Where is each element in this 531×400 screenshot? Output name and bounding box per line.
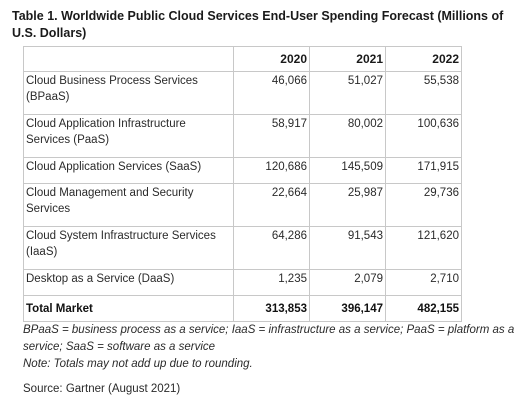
row-label: Cloud Application Services (SaaS) bbox=[23, 157, 234, 184]
value-2022: 55,538 bbox=[385, 71, 462, 115]
value-2022: 100,636 bbox=[385, 114, 462, 158]
table-row: Cloud Business Process Services (BPaaS) … bbox=[23, 71, 462, 115]
row-label: Cloud Management and Security Services bbox=[23, 183, 234, 227]
table-row: Desktop as a Service (DaaS) 1,235 2,079 … bbox=[23, 269, 462, 296]
value-2022: 171,915 bbox=[385, 157, 462, 184]
table-notes: BPaaS = business process as a service; I… bbox=[23, 322, 523, 398]
value-2020: 58,917 bbox=[233, 114, 310, 158]
table-row: Cloud Application Services (SaaS) 120,68… bbox=[23, 157, 462, 184]
row-label: Cloud Application Infrastructure Service… bbox=[23, 114, 234, 158]
value-2022: 29,736 bbox=[385, 183, 462, 227]
abbreviations-note: BPaaS = business process as a service; I… bbox=[23, 324, 515, 353]
value-2021: 80,002 bbox=[309, 114, 386, 158]
value-2022: 2,710 bbox=[385, 269, 462, 296]
value-2021: 91,543 bbox=[309, 226, 386, 270]
value-2020: 64,286 bbox=[233, 226, 310, 270]
row-label: Cloud System Infrastructure Services (Ia… bbox=[23, 226, 234, 270]
row-label: Cloud Business Process Services (BPaaS) bbox=[23, 71, 234, 115]
header-cell-2021: 2021 bbox=[309, 46, 386, 72]
total-2021: 396,147 bbox=[309, 295, 386, 322]
value-2021: 2,079 bbox=[309, 269, 386, 296]
total-2022: 482,155 bbox=[385, 295, 462, 322]
value-2021: 25,987 bbox=[309, 183, 386, 227]
table-row: Cloud Management and Security Services 2… bbox=[23, 183, 462, 227]
value-2020: 22,664 bbox=[233, 183, 310, 227]
value-2021: 145,509 bbox=[309, 157, 386, 184]
table-title: Table 1. Worldwide Public Cloud Services… bbox=[12, 9, 504, 40]
header-cell-2022: 2022 bbox=[385, 46, 462, 72]
value-2020: 46,066 bbox=[233, 71, 310, 115]
rounding-note: Note: Totals may not add up due to round… bbox=[23, 358, 253, 370]
total-2020: 313,853 bbox=[233, 295, 310, 322]
value-2021: 51,027 bbox=[309, 71, 386, 115]
row-label: Desktop as a Service (DaaS) bbox=[23, 269, 234, 296]
value-2022: 121,620 bbox=[385, 226, 462, 270]
total-label: Total Market bbox=[23, 295, 234, 322]
header-cell-empty bbox=[23, 46, 234, 72]
header-row: 2020 2021 2022 bbox=[23, 46, 462, 72]
table-row: Cloud Application Infrastructure Service… bbox=[23, 114, 462, 158]
source-note: Source: Gartner (August 2021) bbox=[23, 383, 181, 395]
value-2020: 120,686 bbox=[233, 157, 310, 184]
spending-forecast-table: 2020 2021 2022 Cloud Business Process Se… bbox=[23, 46, 462, 322]
table-row: Cloud System Infrastructure Services (Ia… bbox=[23, 226, 462, 270]
total-row: Total Market 313,853 396,147 482,155 bbox=[23, 295, 462, 322]
value-2020: 1,235 bbox=[233, 269, 310, 296]
header-cell-2020: 2020 bbox=[233, 46, 310, 72]
